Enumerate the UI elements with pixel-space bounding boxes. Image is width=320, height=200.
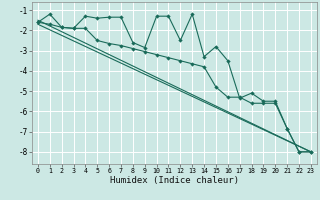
X-axis label: Humidex (Indice chaleur): Humidex (Indice chaleur) bbox=[110, 176, 239, 185]
